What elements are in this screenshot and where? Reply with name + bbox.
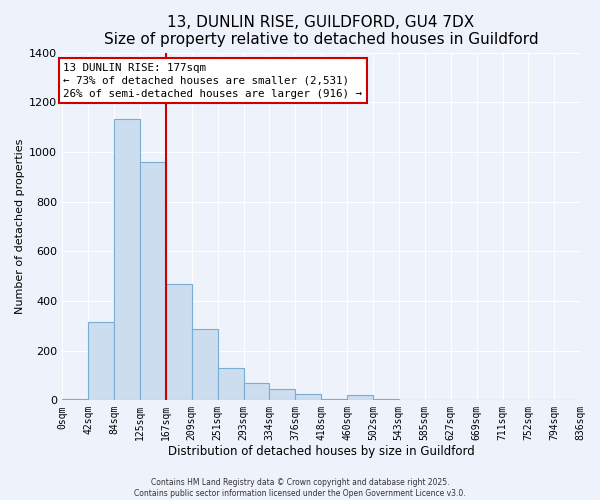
Text: Contains HM Land Registry data © Crown copyright and database right 2025.
Contai: Contains HM Land Registry data © Crown c… xyxy=(134,478,466,498)
X-axis label: Distribution of detached houses by size in Guildford: Distribution of detached houses by size … xyxy=(168,444,475,458)
Bar xyxy=(114,118,140,400)
Bar xyxy=(166,284,191,400)
Y-axis label: Number of detached properties: Number of detached properties xyxy=(15,139,25,314)
Bar xyxy=(321,399,347,400)
Bar xyxy=(295,394,321,400)
Bar xyxy=(62,399,88,400)
Bar xyxy=(244,384,269,400)
Bar xyxy=(88,322,114,400)
Bar xyxy=(347,396,373,400)
Bar xyxy=(140,162,166,400)
Bar xyxy=(269,389,295,400)
Title: 13, DUNLIN RISE, GUILDFORD, GU4 7DX
Size of property relative to detached houses: 13, DUNLIN RISE, GUILDFORD, GU4 7DX Size… xyxy=(104,15,538,48)
Bar xyxy=(218,368,244,400)
Bar xyxy=(373,399,398,400)
Bar xyxy=(191,330,218,400)
Text: 13 DUNLIN RISE: 177sqm
← 73% of detached houses are smaller (2,531)
26% of semi-: 13 DUNLIN RISE: 177sqm ← 73% of detached… xyxy=(64,62,362,99)
